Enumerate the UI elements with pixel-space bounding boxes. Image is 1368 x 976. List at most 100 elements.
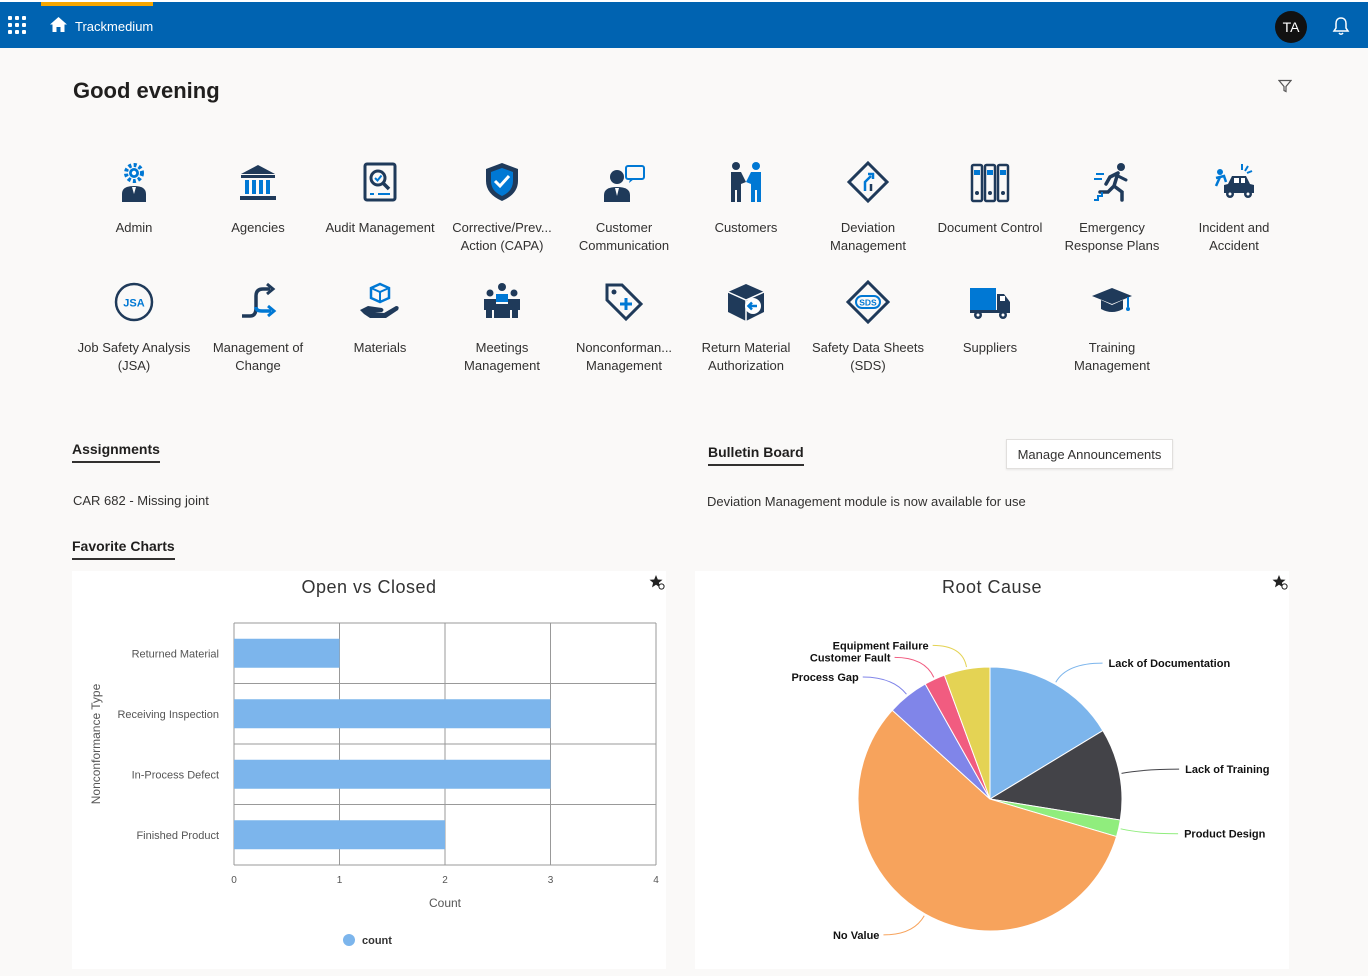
module-label: Corrective/Prev... Action (CAPA) xyxy=(452,220,552,253)
module-customers[interactable]: Customers xyxy=(685,160,807,237)
pie-label: Lack of Training xyxy=(1185,764,1269,776)
module-training-management[interactable]: Training Management xyxy=(1051,280,1173,375)
change-arrows-icon xyxy=(242,282,277,318)
filter-icon[interactable] xyxy=(1278,79,1292,93)
module-safety-data-sheets[interactable]: SDS Safety Data Sheets (SDS) xyxy=(807,280,929,375)
audit-magnifier-icon xyxy=(363,162,397,202)
module-label: Incident and Accident xyxy=(1198,220,1270,253)
app-title[interactable]: Trackmedium xyxy=(75,19,154,34)
x-axis-label: Count xyxy=(429,896,462,910)
module-label: Return Material Authorization xyxy=(701,340,791,373)
incident-car-icon xyxy=(1214,164,1254,198)
bar xyxy=(234,759,551,789)
category-label: Receiving Inspection xyxy=(117,709,219,721)
module-customer-communication[interactable]: Customer Communication xyxy=(563,160,685,255)
module-label: Meetings Management xyxy=(464,340,540,373)
module-capa[interactable]: Corrective/Prev... Action (CAPA) xyxy=(441,160,563,255)
manage-announcements-button[interactable]: Manage Announcements xyxy=(1006,439,1173,469)
bulletin-board-heading: Bulletin Board xyxy=(708,444,804,466)
pie-slice xyxy=(989,666,1104,800)
pie-connector xyxy=(883,915,925,936)
agencies-building-icon xyxy=(240,165,276,200)
chart-title: Open vs Closed xyxy=(301,577,437,597)
pie-label: Lack of Documentation xyxy=(1109,658,1231,670)
module-label: Agencies xyxy=(231,220,285,235)
bell-icon[interactable] xyxy=(1332,16,1350,36)
training-cap-icon xyxy=(1092,288,1132,312)
module-label: Job Safety Analysis (JSA) xyxy=(77,340,191,373)
y-axis-label: Nonconformance Type xyxy=(89,683,103,804)
module-management-of-change[interactable]: Management of Change xyxy=(197,280,319,375)
avatar[interactable]: TA xyxy=(1275,11,1307,43)
pie-label: No Value xyxy=(833,930,879,942)
x-tick-label: 0 xyxy=(231,875,237,886)
module-suppliers[interactable]: Suppliers xyxy=(929,280,1051,357)
legend-label: count xyxy=(362,935,392,947)
module-label: Document Control xyxy=(937,220,1043,235)
pie-slice xyxy=(943,666,991,800)
emergency-runner-icon xyxy=(1094,163,1128,202)
favorite-star-icon[interactable] xyxy=(1272,574,1288,590)
meetings-people-icon xyxy=(484,283,520,318)
module-label: Nonconforman... Management xyxy=(575,340,673,373)
module-label: Audit Management xyxy=(325,220,435,235)
document-binders-icon xyxy=(970,163,1010,203)
module-label: Customers xyxy=(714,220,778,235)
module-incident-accident[interactable]: Incident and Accident xyxy=(1173,160,1295,255)
admin-gear-person-icon xyxy=(122,163,146,202)
module-agencies[interactable]: Agencies xyxy=(197,160,319,237)
category-label: In-Process Defect xyxy=(132,769,219,781)
pie-slice xyxy=(988,729,1123,821)
module-jsa[interactable]: JSA Job Safety Analysis (JSA) xyxy=(73,280,195,375)
customers-handshake-icon xyxy=(731,162,761,202)
module-label: Materials xyxy=(353,340,407,355)
module-deviation-management[interactable]: Deviation Management xyxy=(807,160,929,255)
nonconformance-tag-icon xyxy=(605,283,644,322)
pie-label: Process Gap xyxy=(791,672,859,684)
bar xyxy=(234,699,551,729)
module-label: Suppliers xyxy=(962,340,1018,355)
module-meetings-management[interactable]: Meetings Management xyxy=(441,280,563,375)
pie-connector xyxy=(932,644,967,668)
x-tick-label: 3 xyxy=(548,875,554,886)
module-label: Safety Data Sheets (SDS) xyxy=(811,340,924,373)
module-label: Admin xyxy=(115,220,153,235)
pie-connector xyxy=(862,676,907,695)
module-nonconformance[interactable]: Nonconforman... Management xyxy=(563,280,685,375)
module-emergency-response[interactable]: Emergency Response Plans xyxy=(1051,160,1173,255)
jsa-badge-icon: JSA xyxy=(114,282,154,322)
pie-slice xyxy=(857,709,1118,932)
module-return-material[interactable]: Return Material Authorization xyxy=(685,280,807,375)
pie-connector xyxy=(1055,662,1103,683)
materials-hand-box-icon xyxy=(360,282,399,318)
app-launcher-icon[interactable] xyxy=(8,16,26,34)
bulletin-item: Deviation Management module is now avail… xyxy=(707,494,1026,509)
svg-text:SDS: SDS xyxy=(859,298,877,308)
deviation-sign-icon xyxy=(846,160,890,204)
x-tick-label: 2 xyxy=(442,875,448,886)
capa-shield-check-icon xyxy=(486,163,518,201)
pie-connector xyxy=(1120,828,1179,835)
module-label: Emergency Response Plans xyxy=(1064,220,1160,253)
assignment-item[interactable]: CAR 682 - Missing joint xyxy=(73,493,209,508)
module-materials[interactable]: Materials xyxy=(319,280,441,357)
x-tick-label: 4 xyxy=(653,875,659,886)
module-audit-management[interactable]: Audit Management xyxy=(319,160,441,237)
bar xyxy=(234,638,340,668)
home-icon[interactable] xyxy=(50,17,67,32)
suppliers-truck-icon xyxy=(970,288,1010,319)
module-document-control[interactable]: Document Control xyxy=(929,160,1051,237)
favorite-star-icon[interactable] xyxy=(649,574,665,590)
pie-connector xyxy=(894,656,935,678)
module-label: Deviation Management xyxy=(830,220,906,253)
pie-label: Product Design xyxy=(1184,829,1266,841)
legend-marker xyxy=(343,934,355,946)
category-label: Finished Product xyxy=(136,830,219,842)
module-label: Customer Communication xyxy=(578,220,670,253)
assignments-heading: Assignments xyxy=(72,441,160,463)
greeting: Good evening xyxy=(73,78,220,103)
bar xyxy=(234,820,445,850)
module-admin[interactable]: Admin xyxy=(73,160,195,237)
pie-label: Equipment Failure xyxy=(833,640,929,652)
module-label: Training Management xyxy=(1074,340,1150,373)
